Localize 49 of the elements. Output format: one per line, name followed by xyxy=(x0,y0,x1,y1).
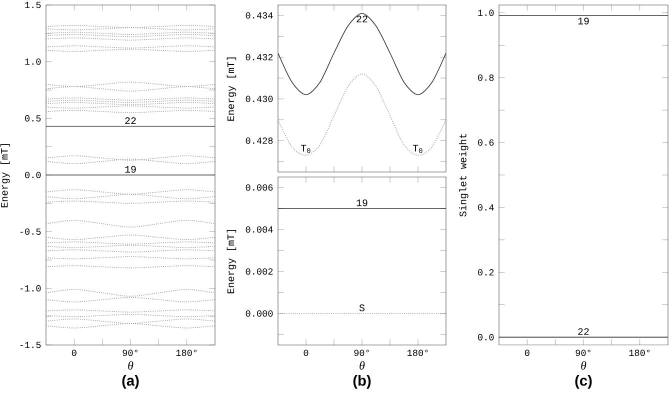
text: (b) xyxy=(353,375,371,389)
y-tick-label: -1.5 xyxy=(20,342,41,348)
x-tick-label: 180° xyxy=(407,350,428,356)
x-axis-title: θ xyxy=(128,361,134,370)
y-tick-label: 0.004 xyxy=(246,226,273,233)
y-tick-label: 1.5 xyxy=(25,2,41,8)
y-tick-label: 0.434 xyxy=(246,12,273,19)
annotation: 22 xyxy=(356,16,368,22)
y-axis-title: Energy [mT] xyxy=(226,58,236,121)
y-tick-label: 0.2 xyxy=(478,269,494,276)
y-axis-title: Energy [mT] xyxy=(226,230,236,294)
y-tick-label: 0.006 xyxy=(246,184,273,191)
annotation: S xyxy=(359,304,364,312)
x-axis-title: θ xyxy=(581,361,586,370)
y-tick-label: 0.0 xyxy=(25,172,41,178)
annotation: 19 xyxy=(125,166,136,173)
y-tick-label: 0.428 xyxy=(246,138,273,144)
text: (a) xyxy=(122,375,139,389)
y-tick-label: 0.5 xyxy=(25,115,41,122)
x-tick-label: 90° xyxy=(354,350,369,356)
y-tick-label: 0.8 xyxy=(478,74,494,81)
y-tick-label: 0.0 xyxy=(478,334,494,340)
annotation: 22 xyxy=(125,117,136,124)
annotation: T$_{0}$ xyxy=(300,144,310,154)
y-tick-label: 0.002 xyxy=(246,268,273,275)
x-tick-label: 90° xyxy=(576,350,590,356)
y-tick-label: 0.6 xyxy=(478,139,494,146)
y-axis-title: Singlet weight xyxy=(459,134,468,217)
annotation: 22 xyxy=(578,328,589,335)
y-tick-label: 1.0 xyxy=(25,58,41,65)
annotation: 19 xyxy=(356,199,368,206)
y-tick-label: 0.430 xyxy=(246,96,273,102)
x-tick-label: 90° xyxy=(122,350,138,356)
y-tick-label: 0.4 xyxy=(478,204,494,211)
y-tick-label: -0.5 xyxy=(20,228,41,235)
y-tick-label: 0.432 xyxy=(246,54,273,60)
x-tick-label: 0 xyxy=(524,350,530,356)
text: (c) xyxy=(575,375,592,389)
x-tick-label: 0 xyxy=(304,350,308,356)
x-tick-label: 0 xyxy=(72,350,76,356)
x-tick-label: 180° xyxy=(629,350,650,356)
y-tick-label: 1.0 xyxy=(478,10,494,16)
y-tick-label: -1.0 xyxy=(20,285,41,292)
annotation: T$_{0}$ xyxy=(412,144,422,154)
y-axis-title: Energy [mT] xyxy=(0,144,10,208)
y-tick-label: 0.000 xyxy=(246,310,273,317)
x-axis-title: θ xyxy=(360,361,365,370)
x-tick-label: 180° xyxy=(176,350,197,356)
annotation: 19 xyxy=(578,18,589,24)
